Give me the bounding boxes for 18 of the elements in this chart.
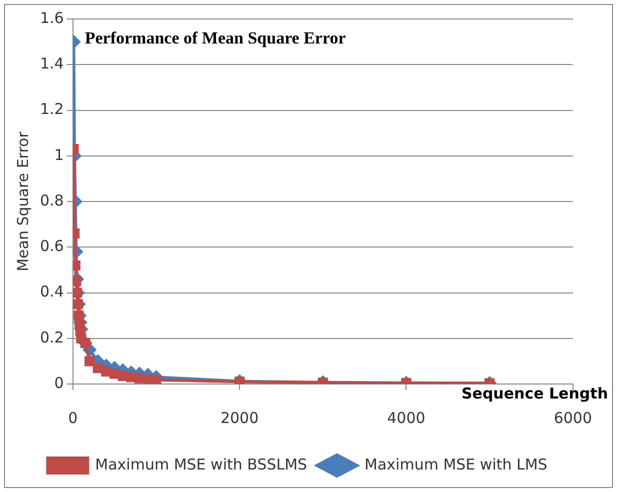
y-tick-label: 1.6 xyxy=(40,8,64,27)
x-tick-label: 6000 xyxy=(554,408,592,427)
x-axis-title: Sequence Length xyxy=(461,384,608,402)
y-tick-label: 0 xyxy=(54,374,64,392)
legend-label: Maximum MSE with BSSLMS xyxy=(95,455,308,474)
x-tick-label: 2000 xyxy=(220,408,259,427)
y-tick-label: 1.4 xyxy=(40,54,64,73)
y-tick-label: 0.4 xyxy=(40,282,64,301)
y-tick-label: 0.8 xyxy=(40,191,64,210)
x-tick-label: 4000 xyxy=(387,408,426,427)
y-tick-label: 0.2 xyxy=(40,328,64,346)
y-tick-label: 1.2 xyxy=(40,100,64,118)
y-axis-title: Mean Square Error xyxy=(14,130,32,272)
y-tick-label: 1 xyxy=(54,146,64,164)
legend-label: Maximum MSE with LMS xyxy=(364,455,548,474)
text: Performance of Mean Square Error xyxy=(84,28,346,48)
y-tick-label: 0.6 xyxy=(40,237,64,256)
x-tick-label: 0 xyxy=(68,408,78,427)
